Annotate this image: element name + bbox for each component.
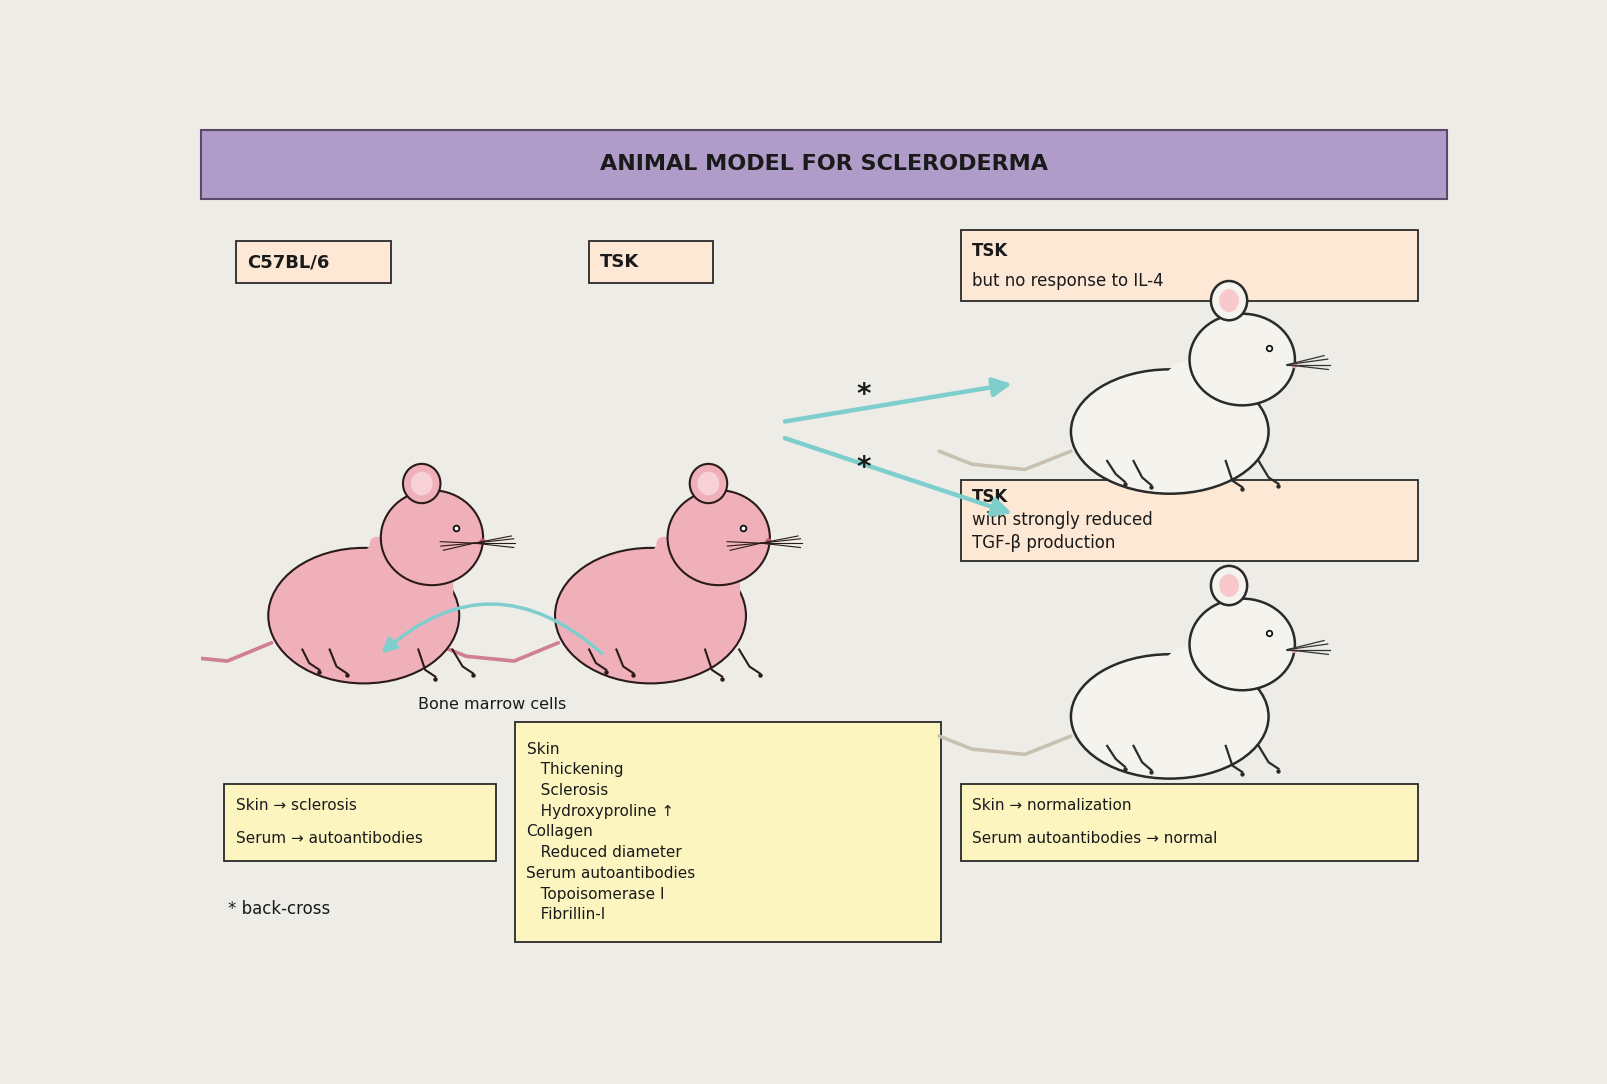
Ellipse shape: [1218, 289, 1237, 312]
Ellipse shape: [1070, 655, 1268, 778]
Text: Skin → normalization: Skin → normalization: [972, 799, 1131, 813]
Text: Reduced diameter: Reduced diameter: [525, 846, 681, 861]
Ellipse shape: [1218, 575, 1237, 597]
FancyBboxPatch shape: [514, 722, 940, 942]
Ellipse shape: [689, 464, 726, 503]
Ellipse shape: [1210, 566, 1247, 605]
Text: C57BL/6: C57BL/6: [247, 254, 329, 271]
FancyBboxPatch shape: [959, 230, 1417, 301]
Ellipse shape: [1159, 641, 1258, 707]
Ellipse shape: [357, 534, 452, 609]
FancyBboxPatch shape: [236, 241, 391, 283]
Text: *: *: [857, 454, 871, 482]
Ellipse shape: [381, 490, 482, 585]
Text: TSK: TSK: [972, 488, 1008, 506]
Bar: [201, 130, 1446, 198]
Text: Topoisomerase I: Topoisomerase I: [525, 887, 665, 902]
FancyBboxPatch shape: [223, 784, 495, 861]
Text: Skin: Skin: [525, 741, 559, 757]
Text: Thickening: Thickening: [525, 762, 624, 777]
Text: Fibrillin-I: Fibrillin-I: [525, 907, 606, 922]
Text: with strongly reduced: with strongly reduced: [972, 511, 1152, 529]
Text: TSK: TSK: [972, 242, 1008, 259]
Ellipse shape: [1189, 598, 1294, 691]
Text: Collagen: Collagen: [525, 825, 593, 839]
Text: Serum autoantibodies → normal: Serum autoantibodies → normal: [972, 831, 1216, 847]
Text: Serum → autoantibodies: Serum → autoantibodies: [236, 831, 423, 847]
Text: TGF-β production: TGF-β production: [972, 534, 1115, 552]
Ellipse shape: [697, 472, 718, 495]
Ellipse shape: [1159, 357, 1258, 422]
Text: but no response to IL-4: but no response to IL-4: [972, 272, 1163, 289]
Ellipse shape: [1189, 313, 1294, 405]
FancyBboxPatch shape: [959, 784, 1417, 861]
Text: Skin → sclerosis: Skin → sclerosis: [236, 799, 357, 813]
Text: Bone marrow cells: Bone marrow cells: [418, 697, 566, 712]
Ellipse shape: [1210, 281, 1247, 320]
Text: Hydroxyproline ↑: Hydroxyproline ↑: [525, 803, 675, 818]
Ellipse shape: [268, 547, 460, 683]
Text: *: *: [857, 380, 871, 409]
Text: ANIMAL MODEL FOR SCLERODERMA: ANIMAL MODEL FOR SCLERODERMA: [599, 154, 1048, 173]
Ellipse shape: [1070, 370, 1268, 493]
Ellipse shape: [643, 534, 739, 609]
Ellipse shape: [410, 472, 432, 495]
Text: * back-cross: * back-cross: [228, 901, 329, 918]
FancyBboxPatch shape: [370, 537, 453, 599]
Ellipse shape: [667, 490, 770, 585]
FancyBboxPatch shape: [959, 479, 1417, 560]
FancyBboxPatch shape: [588, 241, 712, 283]
Ellipse shape: [554, 547, 746, 683]
FancyBboxPatch shape: [656, 537, 739, 599]
Text: TSK: TSK: [599, 254, 640, 271]
Text: Serum autoantibodies: Serum autoantibodies: [525, 866, 696, 881]
Text: Sclerosis: Sclerosis: [525, 783, 609, 798]
Ellipse shape: [403, 464, 440, 503]
